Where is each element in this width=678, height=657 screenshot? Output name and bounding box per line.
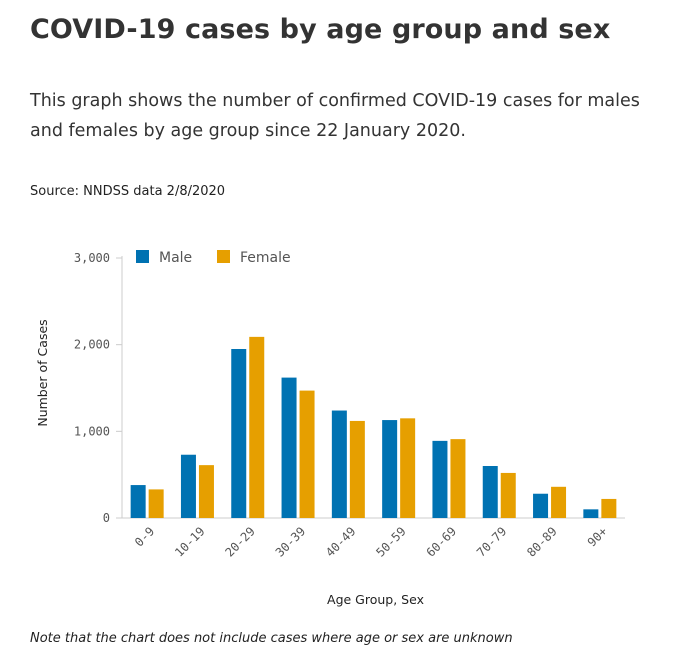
y-tick-label: 1,000 — [74, 424, 110, 438]
y-axis-label: Number of Cases — [35, 319, 50, 426]
bar-chart: 0 1,000 2,000 3,000 Number of Cases 0-9 10-19 2… — [35, 250, 625, 607]
x-tick-label: 50-59 — [373, 524, 408, 559]
legend-swatch-female — [217, 250, 230, 263]
bar-female-50-59 — [400, 418, 416, 518]
x-tick-label: 70-79 — [474, 524, 509, 559]
x-tick-label: 80-89 — [524, 524, 559, 559]
y-tick-label: 2,000 — [74, 338, 110, 352]
legend-swatch-male — [136, 250, 149, 263]
bar-male-80-89 — [533, 493, 549, 518]
x-tick-label: 10-19 — [172, 524, 207, 559]
bar-female-0-9 — [148, 489, 164, 518]
legend-label-female: Female — [240, 250, 291, 266]
y-tick-label: 3,000 — [74, 251, 110, 265]
bar-female-30-39 — [299, 390, 315, 518]
bar-female-80-89 — [551, 486, 567, 518]
bar-male-20-29 — [231, 349, 247, 518]
x-tick-label: 90+ — [585, 524, 610, 549]
legend-label-male: Male — [159, 250, 192, 266]
x-tick-label: 40-49 — [323, 524, 358, 559]
bar-female-10-19 — [198, 465, 214, 518]
bar-male-10-19 — [180, 454, 196, 518]
footnote: Note that the chart does not include cas… — [30, 631, 513, 646]
bar-female-90+ — [601, 498, 617, 518]
x-axis-label: Age Group, Sex — [327, 592, 424, 607]
bar-male-40-49 — [331, 410, 347, 518]
bar-male-70-79 — [482, 466, 498, 518]
x-tick-label: 30-39 — [273, 524, 308, 559]
bar-female-40-49 — [349, 420, 365, 518]
bar-female-70-79 — [500, 472, 516, 518]
source-note: Source: NNDSS data 2/8/2020 — [30, 184, 226, 199]
bar-male-30-39 — [281, 377, 297, 518]
bar-male-60-69 — [432, 440, 448, 518]
bar-female-60-69 — [450, 439, 466, 518]
bar-female-20-29 — [249, 336, 265, 518]
x-tick-label: 0-9 — [132, 524, 157, 549]
bar-male-50-59 — [382, 420, 398, 518]
y-tick-label: 0 — [103, 511, 110, 525]
bar-male-90+ — [583, 509, 599, 518]
x-tick-label: 60-69 — [424, 524, 459, 559]
chart-subtitle: This graph shows the number of confirmed… — [30, 91, 640, 141]
chart-title: COVID-19 cases by age group and sex — [30, 14, 611, 45]
bar-male-0-9 — [130, 485, 146, 518]
x-tick-label: 20-29 — [222, 524, 257, 559]
